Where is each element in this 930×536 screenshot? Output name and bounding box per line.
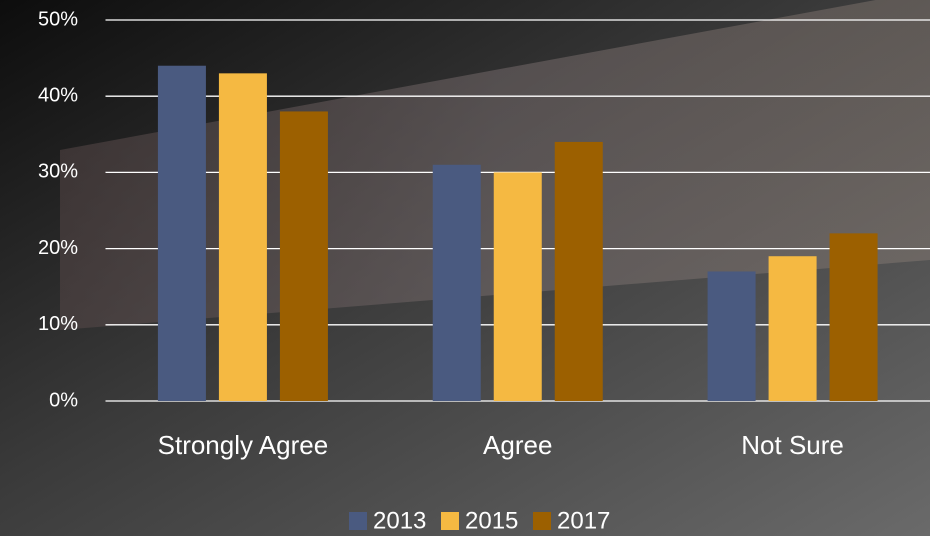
y-tick-label: 30% <box>38 161 78 183</box>
bar <box>830 233 878 401</box>
bar <box>708 271 756 401</box>
legend-swatch <box>441 512 459 530</box>
x-tick-label: Not Sure <box>741 430 844 460</box>
y-tick-label: 50% <box>38 8 78 30</box>
legend-label: 2017 <box>557 507 610 534</box>
x-tick-label: Strongly Agree <box>158 430 329 460</box>
x-tick-label: Agree <box>483 430 552 460</box>
chart: 0% 10% 20% 30% 40% 50% Strongly Agree Agree Not … <box>0 0 930 536</box>
y-tick-label: 0% <box>49 389 78 411</box>
legend-label: 2013 <box>373 507 426 534</box>
bar <box>280 111 328 401</box>
bar <box>555 142 603 401</box>
bar <box>494 172 542 401</box>
bar <box>433 165 481 401</box>
bar <box>769 256 817 401</box>
legend-label: 2015 <box>465 507 518 534</box>
bar <box>158 66 206 401</box>
y-tick-label: 10% <box>38 313 78 335</box>
page: 0% 10% 20% 30% 40% 50% Strongly Agree Agree Not … <box>0 0 930 536</box>
legend-swatch <box>349 512 367 530</box>
y-tick-label: 20% <box>38 237 78 259</box>
y-tick-label: 40% <box>38 84 78 106</box>
legend-swatch <box>533 512 551 530</box>
bar <box>219 73 267 401</box>
